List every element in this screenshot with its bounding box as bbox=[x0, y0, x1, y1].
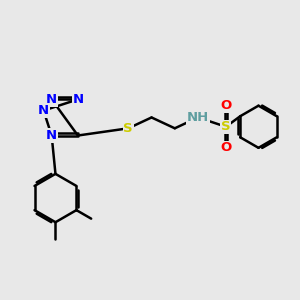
Text: N: N bbox=[46, 129, 57, 142]
Text: NH: NH bbox=[187, 111, 209, 124]
Text: N: N bbox=[46, 93, 57, 106]
Text: N: N bbox=[38, 104, 49, 117]
Text: O: O bbox=[220, 141, 232, 154]
Text: S: S bbox=[221, 120, 231, 133]
Text: N: N bbox=[72, 93, 83, 106]
Text: S: S bbox=[124, 122, 133, 135]
Text: O: O bbox=[220, 99, 232, 112]
